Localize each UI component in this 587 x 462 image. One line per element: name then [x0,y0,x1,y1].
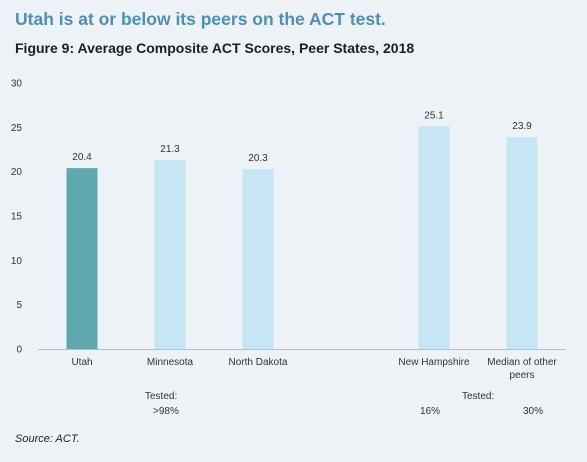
bar [506,137,538,349]
x-tick-label: Utah [71,357,92,368]
tested-value-utah: >98% [153,406,179,417]
x-tick-label: peers [509,370,534,381]
bar [418,126,450,350]
data-label: 21.3 [160,144,180,155]
bar [242,169,274,349]
data-label: 20.3 [248,153,268,164]
x-tick-label: New Hampshire [398,357,470,368]
bar [154,160,186,349]
y-tick-label: 10 [11,256,23,267]
tested-value-median: 30% [523,406,544,417]
y-tick-label: 15 [11,212,23,223]
y-tick-label: 25 [11,123,23,134]
data-label: 20.4 [72,152,92,163]
figure-title: Figure 9: Average Composite ACT Scores, … [15,40,415,56]
data-label: 23.9 [512,121,532,132]
y-tick-label: 20 [11,167,23,178]
x-tick-label: Minnesota [147,357,194,368]
data-label: 25.1 [424,110,444,121]
y-tick-label: 0 [16,345,22,356]
x-tick-label: Median of other [487,357,557,368]
headline: Utah is at or below its peers on the ACT… [15,9,386,29]
tested-label-left: Tested: [145,391,178,402]
source-note: Source: ACT. [15,433,80,445]
bar [66,168,98,349]
y-tick-label: 5 [16,300,22,311]
x-tick-label: North Dakota [229,357,288,368]
y-tick-label: 30 [11,79,23,90]
tested-value-new-hampshire: 16% [420,406,441,417]
tested-label-right: Tested: [462,391,495,402]
